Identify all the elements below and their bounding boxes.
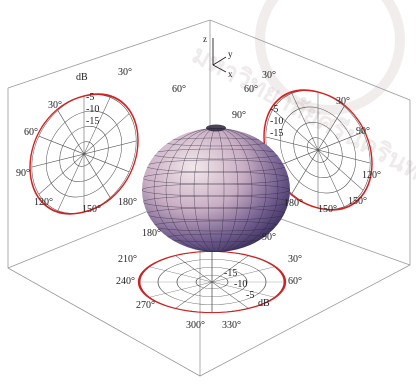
left-ring-label: -10 [86,104,99,115]
bottom-unit-label: dB [258,298,270,309]
left-angle-label: 180° [118,197,137,208]
right-ring-label: -10 [270,116,283,127]
radiation-sphere [142,124,290,252]
left-ring-label: -5 [86,92,94,103]
left-unit-label: dB [76,72,88,83]
bottom-angle-label: 180° [142,228,161,239]
right-polar-plot [263,89,373,211]
bottom-ring-label: -15 [224,268,237,279]
bottom-angle-label: 60° [288,276,302,287]
bottom-angle-label: 30° [288,254,302,265]
right-angle-label: 180° [284,198,303,209]
right-angle-label: 90° [232,110,246,121]
left-polar-plot [29,93,139,215]
bottom-ring-label: -5 [246,290,254,301]
z-axis-label: z [203,34,207,44]
right-ring-label: -15 [270,128,283,139]
bottom-angle-label: 210° [118,254,137,265]
left-angle-label: 30° [48,100,62,111]
right-pattern-trace [263,89,373,211]
bottom-angle-label: 300° [186,320,205,331]
right-angle-label: 30° [336,96,350,107]
bottom-plane-labels: 180° 210° 240° 270° 300° 330° 60° 30° 90… [116,228,302,331]
left-angle-label: 150° [82,204,101,215]
bottom-angle-label: 240° [116,276,135,287]
right-angle-label: 120° [362,170,381,181]
right-ring-label: -5 [270,104,278,115]
right-angle-label: 60° [172,84,186,95]
right-angle-label: 150° [318,204,337,215]
right-angle-label: 150° [348,196,367,207]
right-angle-label: 90° [356,126,370,137]
right-plane-labels: 60° 30° 60° 90° -5 -10 -15 30° 90° 120° … [172,70,381,215]
left-ring-label: -15 [86,116,99,127]
left-angle-label: 60° [24,127,38,138]
axis-triad [212,38,227,73]
right-angle-label: 30° [262,70,276,81]
bottom-angle-label: 330° [222,320,241,331]
left-angle-label: 90° [16,168,30,179]
y-axis-label: y [228,49,233,59]
bottom-angle-label: 270° [136,300,155,311]
left-plane-labels: dB -5 -10 -15 30° 30° 60° 90° 120° 150° … [16,67,137,215]
bottom-ring-label: -10 [234,279,247,290]
bottom-angle-label: 90° [262,232,276,243]
bottom-polar-plot [137,250,287,314]
left-angle-label: 30° [118,67,132,78]
left-pattern-trace [29,93,139,215]
left-angle-label: 120° [34,197,53,208]
right-angle-label: 60° [244,84,258,95]
x-axis-label: x [228,69,233,79]
